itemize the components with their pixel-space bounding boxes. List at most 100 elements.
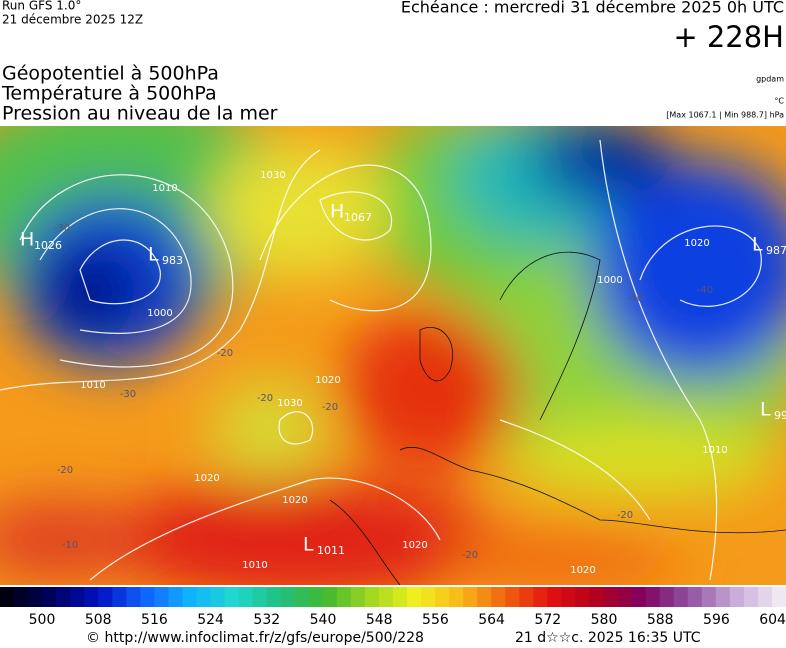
center-value: 983 (162, 254, 183, 267)
scale-label: 604 (759, 612, 786, 628)
scale-swatch (533, 587, 548, 607)
scale-swatch (280, 587, 296, 607)
isobar-label: 1020 (194, 473, 219, 484)
forecast: Echéance : mercredi 31 décembre 2025 0h … (401, 0, 784, 17)
temperature-label: -20 (217, 348, 233, 359)
scale-swatch (407, 587, 422, 607)
center-value: 987 (766, 244, 786, 257)
field: Géopotentiel à 500hPa (2, 63, 219, 85)
scale-swatch (140, 587, 155, 607)
footer-date: 21 d☆☆c. 2025 16:35 UTC (515, 630, 701, 646)
temperature-label: -40 (627, 293, 643, 304)
scale-swatch (687, 587, 703, 607)
scale-swatch (729, 587, 745, 607)
run-date: 21 décembre 2025 12Z (2, 13, 143, 27)
temperature-label: -30 (54, 223, 70, 234)
center-value: 1067 (344, 211, 372, 224)
scale-swatch (715, 587, 731, 607)
unit: [Max 1067.1 | Min 988.7] hPa (666, 111, 784, 120)
run: Run GFS 1.0° (2, 0, 81, 13)
scale-swatch (771, 587, 786, 607)
scale-swatch (224, 587, 240, 607)
scale-swatch (126, 587, 141, 607)
scale-swatch (154, 587, 169, 607)
scale-swatch (757, 587, 773, 607)
scale-swatch (477, 587, 492, 607)
scale-swatch (575, 587, 590, 607)
scale-swatch (378, 587, 394, 607)
unit: gpdam (756, 75, 784, 84)
center-letter: L (752, 234, 763, 256)
scale-swatch (350, 587, 366, 607)
center-value: 1011 (317, 544, 345, 557)
scale-swatch (70, 587, 85, 607)
map (0, 126, 786, 585)
scale-swatch (196, 587, 212, 607)
scale-label: 516 (141, 612, 168, 628)
scale-swatch (112, 587, 127, 607)
scale-swatch (701, 587, 717, 607)
scale-swatch (210, 587, 226, 607)
scale-label: 596 (703, 612, 730, 628)
scale-label: 500 (29, 612, 56, 628)
scale-label: 508 (85, 612, 112, 628)
scale-swatch (505, 587, 520, 607)
scale-swatch (659, 587, 675, 607)
scale-swatch (603, 587, 619, 607)
temperature-label: -20 (617, 510, 633, 521)
scale-swatch (547, 587, 562, 607)
scale-label: 532 (253, 612, 280, 628)
scale-swatch (645, 587, 661, 607)
temperature-label: -40 (697, 285, 713, 296)
isobar-label: 1000 (147, 308, 172, 319)
scale-label: 588 (647, 612, 674, 628)
scale-swatch (322, 587, 338, 607)
temperature-label: -10 (62, 540, 78, 551)
isobar-label: 1030 (260, 170, 285, 181)
scale-label: 564 (478, 612, 505, 628)
scale-label: 548 (366, 612, 393, 628)
scale-swatch (308, 587, 324, 607)
scale-swatch (491, 587, 506, 607)
scale-swatch (435, 587, 450, 607)
field: Pression au niveau de la mer (2, 103, 278, 125)
scale-swatch (631, 587, 647, 607)
scale-label: 556 (422, 612, 449, 628)
scale-swatch (449, 587, 464, 607)
scale-swatch (519, 587, 534, 607)
scale-label: 540 (310, 612, 337, 628)
temperature-label: -20 (322, 402, 338, 413)
isobar-label: 1020 (402, 540, 427, 551)
isobar-label: 1010 (702, 445, 727, 456)
lead-time: + 228H (673, 20, 784, 54)
footer-url: © http://www.infoclimat.fr/z/gfs/europe/… (86, 630, 424, 646)
scale-swatch (561, 587, 576, 607)
scale-swatch (252, 587, 268, 607)
scale-swatch (182, 587, 197, 607)
scale-label: 580 (591, 612, 618, 628)
isobar-label: 1000 (597, 275, 622, 286)
scale-swatch (84, 587, 99, 607)
scale-label: 572 (534, 612, 561, 628)
unit: °C (774, 97, 784, 106)
temperature-label: -20 (462, 550, 478, 561)
isobar-label: 1010 (80, 380, 105, 391)
center-letter: L (148, 244, 159, 266)
scale-swatch (168, 587, 183, 607)
isobar-label: 1020 (570, 565, 595, 576)
isobar-label: 1020 (282, 495, 307, 506)
scale-swatch (294, 587, 310, 607)
scale-swatch (98, 587, 113, 607)
temperature-label: -30 (120, 389, 136, 400)
scale-swatch (238, 587, 254, 607)
scale-swatch (673, 587, 689, 607)
scale-swatch (42, 587, 57, 607)
scale-swatch (421, 587, 436, 607)
temperature-label: -20 (57, 465, 73, 476)
center-value: 99 (774, 409, 786, 422)
center-letter: H (20, 229, 34, 251)
isobar-label: 1020 (315, 375, 340, 386)
scale-swatch (617, 587, 633, 607)
scale-swatch (364, 587, 380, 607)
